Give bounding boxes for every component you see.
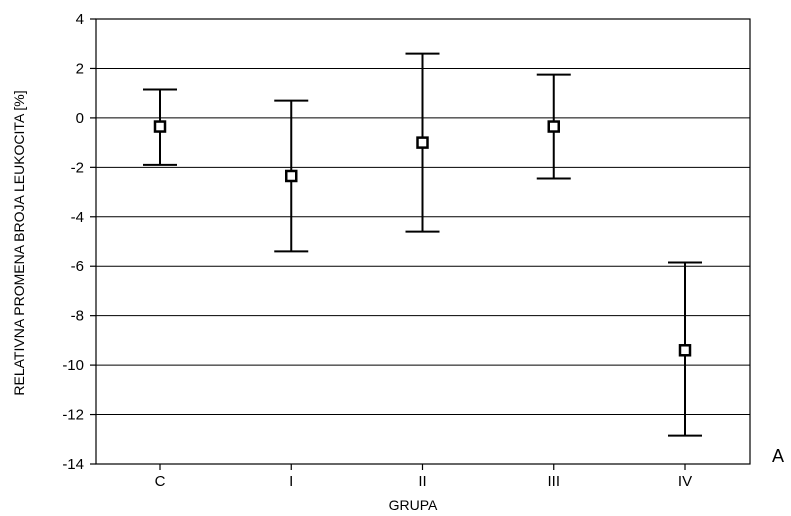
- mean-marker: [547, 120, 560, 133]
- mean-marker: [416, 136, 429, 149]
- y-axis-title: RELATIVNA PROMENA BROJA LEUKOCITA [%]: [11, 90, 27, 395]
- x-tick-labels: C I II III IV: [155, 473, 693, 490]
- y-tick-label: -6: [71, 258, 84, 275]
- y-tick-label: 4: [76, 11, 84, 28]
- y-tick-label: -10: [62, 357, 84, 374]
- x-tick-label: III: [547, 473, 560, 490]
- x-tick-label: IV: [678, 473, 692, 490]
- panel-label: A: [772, 446, 784, 466]
- x-tick-label: II: [418, 473, 426, 490]
- y-tick-labels: 4 2 0 -2 -4 -6 -8 -10 -12 -14: [62, 11, 84, 473]
- mean-marker: [153, 120, 167, 133]
- x-tick-label: I: [289, 473, 293, 490]
- y-tick-label: -8: [71, 308, 84, 325]
- x-tick-label: C: [155, 473, 166, 490]
- y-tick-label: 0: [76, 110, 84, 127]
- y-tick-label: -14: [62, 456, 84, 473]
- error-bar-group-iv: [668, 261, 702, 437]
- y-tick-label: -2: [71, 159, 84, 176]
- mean-marker: [285, 169, 298, 183]
- error-bar-group-c: [143, 88, 177, 166]
- x-axis-title: GRUPA: [389, 497, 438, 513]
- error-bar-group-i: [274, 99, 309, 253]
- y-tick-label: 2: [76, 60, 84, 77]
- axes: [90, 18, 751, 470]
- error-bar-group-ii: [405, 52, 440, 233]
- y-tick-label: -4: [71, 209, 84, 226]
- error-bar-series: [143, 52, 702, 437]
- y-tick-label: -12: [62, 407, 84, 424]
- error-bar-group-iii: [536, 73, 571, 180]
- mean-marker: [678, 344, 692, 357]
